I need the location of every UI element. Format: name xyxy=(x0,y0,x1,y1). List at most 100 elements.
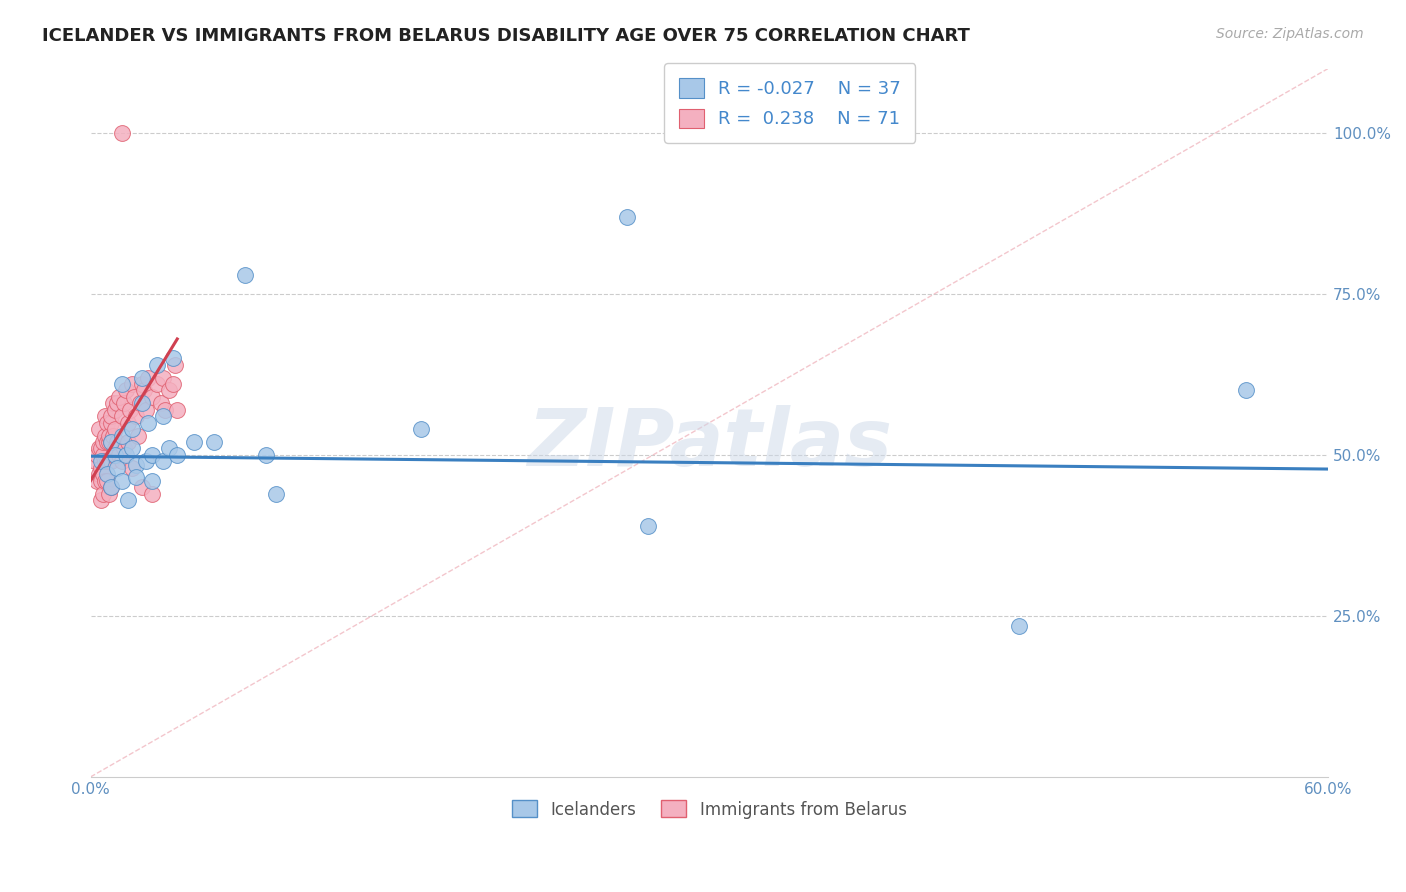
Point xyxy=(138,370,160,384)
Point xyxy=(117,493,139,508)
Point xyxy=(117,416,139,430)
Point xyxy=(96,416,118,430)
Point xyxy=(91,486,114,500)
Point xyxy=(110,126,132,140)
Point xyxy=(94,428,117,442)
Point xyxy=(110,454,132,468)
Point xyxy=(91,467,114,482)
Point xyxy=(110,474,132,488)
Point xyxy=(152,454,174,468)
Point xyxy=(100,409,122,424)
Point xyxy=(121,422,143,436)
Point xyxy=(96,474,118,488)
Point xyxy=(100,480,122,494)
Point xyxy=(1234,384,1257,398)
Point xyxy=(98,428,121,442)
Point xyxy=(86,474,108,488)
Point xyxy=(637,518,659,533)
Point xyxy=(121,377,143,392)
Point xyxy=(157,442,180,456)
Point xyxy=(103,448,125,462)
Point xyxy=(98,486,121,500)
Point xyxy=(141,486,163,500)
Point xyxy=(103,396,125,410)
Point xyxy=(254,448,277,462)
Point xyxy=(114,448,136,462)
Point xyxy=(96,435,118,450)
Point xyxy=(134,384,156,398)
Point xyxy=(118,402,141,417)
Point xyxy=(90,454,112,468)
Point xyxy=(98,454,121,468)
Point xyxy=(90,460,112,475)
Point xyxy=(131,370,153,384)
Point xyxy=(141,390,163,404)
Point xyxy=(96,454,118,468)
Point xyxy=(145,377,167,392)
Point xyxy=(94,409,117,424)
Point xyxy=(166,448,188,462)
Point xyxy=(112,396,135,410)
Point xyxy=(104,448,127,462)
Point xyxy=(157,384,180,398)
Text: ICELANDER VS IMMIGRANTS FROM BELARUS DISABILITY AGE OVER 75 CORRELATION CHART: ICELANDER VS IMMIGRANTS FROM BELARUS DIS… xyxy=(42,27,970,45)
Point xyxy=(141,474,163,488)
Point xyxy=(117,435,139,450)
Point xyxy=(86,448,108,462)
Point xyxy=(162,377,184,392)
Text: Source: ZipAtlas.com: Source: ZipAtlas.com xyxy=(1216,27,1364,41)
Point xyxy=(87,442,110,456)
Point xyxy=(162,351,184,366)
Point xyxy=(100,454,122,468)
Point xyxy=(94,454,117,468)
Point xyxy=(104,442,127,456)
Point xyxy=(152,409,174,424)
Point xyxy=(104,422,127,436)
Point xyxy=(264,486,287,500)
Point xyxy=(110,409,132,424)
Point xyxy=(122,390,145,404)
Point xyxy=(108,448,131,462)
Point xyxy=(131,480,153,494)
Point xyxy=(131,396,153,410)
Point xyxy=(153,402,176,417)
Point xyxy=(141,448,163,462)
Point xyxy=(96,467,118,482)
Point xyxy=(107,396,129,410)
Point xyxy=(121,442,143,456)
Point xyxy=(183,435,205,450)
Point xyxy=(152,370,174,384)
Point xyxy=(100,435,122,450)
Point xyxy=(149,396,172,410)
Point xyxy=(138,416,160,430)
Point xyxy=(127,428,149,442)
Point xyxy=(165,358,187,372)
Point xyxy=(409,422,432,436)
Point xyxy=(91,435,114,450)
Legend: Icelanders, Immigrants from Belarus: Icelanders, Immigrants from Belarus xyxy=(505,794,914,825)
Point xyxy=(90,493,112,508)
Point xyxy=(145,358,167,372)
Point xyxy=(94,474,117,488)
Point xyxy=(90,442,112,456)
Point xyxy=(202,435,225,450)
Point xyxy=(121,460,143,475)
Point xyxy=(107,460,129,475)
Point xyxy=(87,467,110,482)
Point xyxy=(110,377,132,392)
Text: ZIPatlas: ZIPatlas xyxy=(527,405,891,483)
Point xyxy=(107,435,129,450)
Point xyxy=(100,435,122,450)
Point xyxy=(87,422,110,436)
Point xyxy=(616,210,638,224)
Point xyxy=(83,454,105,468)
Point xyxy=(125,458,148,472)
Point xyxy=(91,448,114,462)
Point xyxy=(125,470,148,484)
Point xyxy=(131,377,153,392)
Point xyxy=(112,442,135,456)
Point xyxy=(90,474,112,488)
Point xyxy=(114,384,136,398)
Point xyxy=(135,402,157,417)
Point xyxy=(103,428,125,442)
